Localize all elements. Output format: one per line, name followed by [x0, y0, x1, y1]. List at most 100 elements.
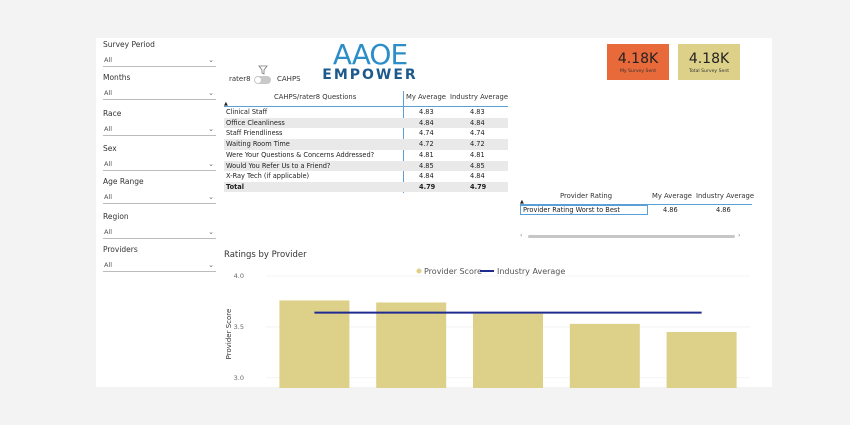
q-header-1[interactable]: My Average	[406, 93, 446, 101]
table-row: Provider Rating Worst to Best 4.86 4.86	[520, 205, 752, 216]
table-row: X-Ray Tech (if applicable) 4.84 4.84	[224, 171, 508, 182]
row-industry-average: 4.74	[470, 129, 485, 138]
chevron-down-icon: ⌄	[208, 89, 214, 97]
p-header-2[interactable]: Industry Average	[696, 192, 755, 200]
row-industry-average: 4.72	[470, 140, 485, 149]
row-my-average: 4.74	[419, 129, 434, 138]
filter-dropdown-1[interactable]: All ⌄	[103, 87, 216, 100]
chevron-down-icon: ⌄	[208, 193, 214, 201]
filter-dropdown-6[interactable]: All ⌄	[103, 259, 216, 272]
row-industry-average: 4.84	[470, 172, 485, 181]
legend-label-provider-score: Provider Score	[424, 267, 482, 276]
filter-value-3: All	[104, 160, 113, 168]
table-row: Would You Refer Us to a Friend? 4.85 4.85	[224, 160, 508, 171]
row-industry-average: 4.79	[470, 182, 487, 191]
header-divider	[224, 106, 508, 107]
filter-label-2: Race	[103, 109, 122, 118]
bar[interactable]	[473, 313, 543, 388]
sort-icon[interactable]: ▲	[520, 199, 524, 205]
bar[interactable]	[569, 323, 640, 388]
q-header-0[interactable]: CAHPS/rater8 Questions	[274, 93, 357, 101]
filter-icon[interactable]	[258, 60, 268, 75]
row-my-average: 4.84	[419, 172, 434, 181]
filter-value-1: All	[104, 89, 113, 97]
header-divider	[520, 204, 752, 205]
filter-dropdown-5[interactable]: All ⌄	[103, 226, 216, 239]
row-question: Were Your Questions & Concerns Addressed…	[226, 150, 375, 159]
bar[interactable]	[376, 302, 447, 388]
row-question: Staff Friendliness	[226, 129, 283, 138]
p-header-0[interactable]: Provider Rating	[560, 192, 613, 200]
kpi-label: My Survey Sent	[619, 69, 657, 74]
row-industry-average: 4.84	[470, 118, 485, 127]
row-industry-average: 4.83	[470, 108, 485, 116]
filter-value-2: All	[104, 125, 113, 133]
q-header-2[interactable]: Industry Average	[450, 93, 509, 101]
toggle-left-label: rater8	[229, 75, 251, 83]
row-my-average: 4.86	[663, 206, 678, 214]
bar[interactable]	[279, 300, 350, 388]
chevron-down-icon: ⌄	[208, 261, 214, 269]
row-my-average: 4.83	[419, 108, 434, 116]
scrollbar-thumb[interactable]	[528, 235, 735, 238]
horizontal-scrollbar[interactable]: ‹ ›	[520, 232, 748, 239]
logo-mark: AAOE	[332, 38, 408, 71]
filter-value-0: All	[104, 56, 113, 64]
sort-icon[interactable]: ▲	[224, 101, 228, 107]
filter-dropdown-2[interactable]: All ⌄	[103, 123, 216, 136]
filter-label-4: Age Range	[103, 177, 144, 186]
chevron-down-icon: ⌄	[208, 228, 214, 236]
scroll-left-icon[interactable]: ‹	[520, 232, 523, 239]
y-axis-label: Provider Score	[225, 309, 233, 360]
filter-label-5: Region	[103, 212, 129, 221]
table-row: Were Your Questions & Concerns Addressed…	[224, 150, 508, 161]
filter-label-0: Survey Period	[103, 40, 155, 49]
row-question: Would You Refer Us to a Friend?	[226, 161, 331, 170]
kpi-card-0: 4.18K My Survey Sent	[607, 44, 669, 80]
kpi-label: Total Survey Sent	[688, 69, 730, 74]
filter-value-5: All	[104, 228, 113, 236]
filter-value-6: All	[104, 261, 113, 269]
y-tick-label: 4.0	[234, 272, 244, 280]
logo: AAOE EMPOWER	[318, 38, 422, 83]
row-my-average: 4.81	[419, 150, 434, 159]
row-my-average: 4.84	[419, 118, 434, 127]
source-toggle[interactable]	[254, 76, 271, 84]
filter-dropdown-4[interactable]: All ⌄	[103, 191, 216, 204]
table-row: Staff Friendliness 4.74 4.74	[224, 128, 508, 139]
y-tick-label: 3.5	[234, 323, 244, 331]
chart-title: Ratings by Provider	[224, 250, 307, 260]
row-my-average: 4.79	[419, 182, 436, 191]
chevron-down-icon: ⌄	[208, 56, 214, 64]
p-header-1[interactable]: My Average	[652, 192, 692, 200]
chevron-down-icon: ⌄	[208, 160, 214, 168]
row-question: Total	[226, 182, 245, 191]
selected-cell	[520, 205, 648, 215]
row-industry-average: 4.81	[470, 150, 485, 159]
filter-dropdown-0[interactable]: All ⌄	[103, 54, 216, 67]
row-my-average: 4.72	[419, 140, 434, 149]
row-question: Clinical Staff	[226, 108, 268, 116]
filter-dropdown-3[interactable]: All ⌄	[103, 158, 216, 171]
legend-marker-provider-score	[416, 268, 422, 274]
kpi-card-1: 4.18K Total Survey Sent	[678, 44, 740, 80]
filter-value-4: All	[104, 193, 113, 201]
provider-table: Provider Rating My Average Industry Averag…	[520, 190, 755, 240]
scroll-right-icon[interactable]: ›	[738, 232, 741, 239]
table-row: Waiting Room Time 4.72 4.72	[224, 139, 508, 150]
row-question: X-Ray Tech (if applicable)	[226, 172, 310, 181]
filter-label-1: Months	[103, 73, 131, 82]
row-question: Office Cleanliness	[226, 118, 285, 127]
total-row: Total 4.79 4.79	[224, 181, 508, 193]
row-my-average: 4.85	[419, 161, 434, 170]
kpi-value: 4.18K	[617, 51, 659, 67]
row-question: Waiting Room Time	[226, 140, 290, 149]
bar[interactable]	[666, 332, 737, 388]
row-industry-average: 4.85	[470, 161, 485, 170]
table-row: Clinical Staff 4.83 4.83	[224, 107, 508, 118]
kpi-value: 4.18K	[688, 51, 730, 67]
logo-text: EMPOWER	[322, 67, 418, 83]
filter-label-6: Providers	[103, 245, 138, 254]
questions-table: CAHPS/rater8 Questions My Average Industry…	[224, 91, 508, 195]
chevron-down-icon: ⌄	[208, 125, 214, 133]
